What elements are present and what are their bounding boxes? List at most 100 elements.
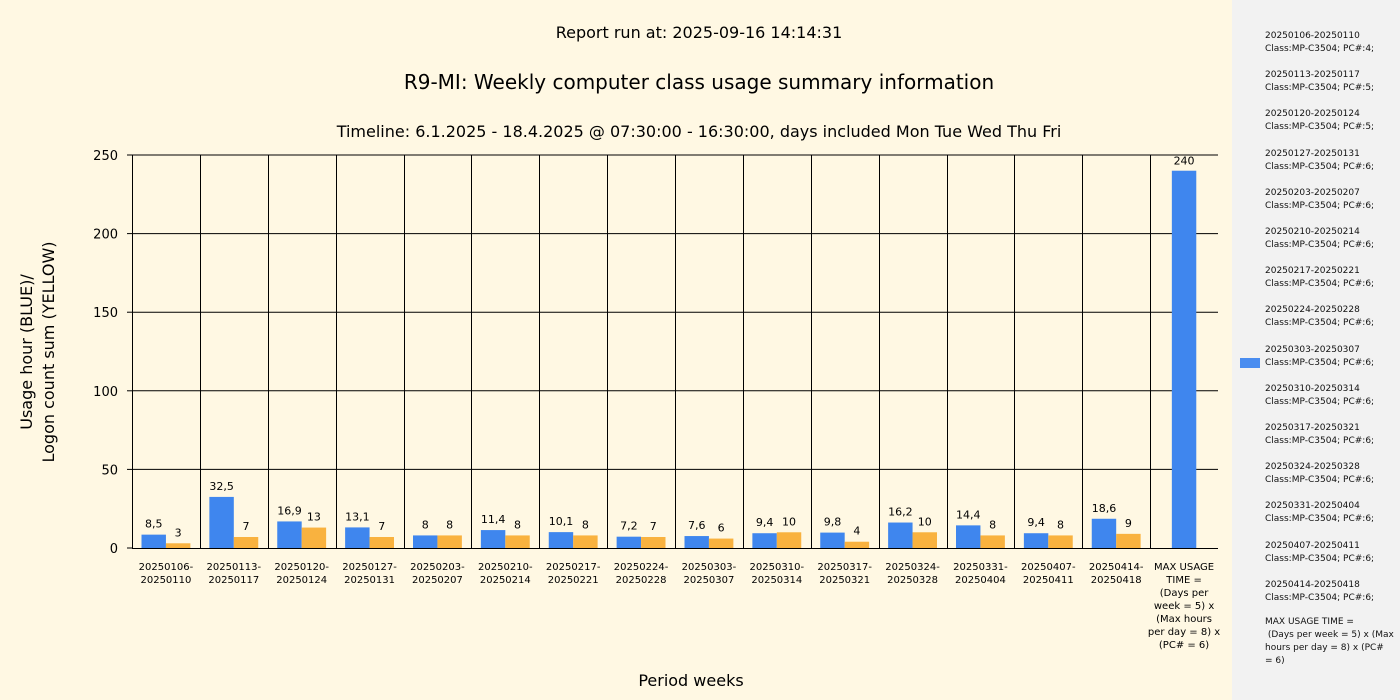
usage-chart: Report run at: 2025-09-16 14:14:31 R9-MI… (17, 23, 1221, 690)
bar-logon (505, 535, 530, 548)
bar-logon (912, 532, 937, 548)
legend-note-line: MAX USAGE TIME = (1265, 617, 1354, 627)
chart-subtitle: Timeline: 6.1.2025 - 18.4.2025 @ 07:30:0… (336, 122, 1062, 141)
legend-item-class: Class:MP-C3504; PC#:6; (1265, 279, 1375, 290)
bar-logon (844, 541, 870, 548)
legend-item: 20250414-20250418 Class:MP-C3504; PC#:6; (1265, 579, 1395, 605)
x-tick-line: 20250307 (683, 575, 734, 586)
x-tick-line: 20250131 (344, 575, 395, 586)
data-label-usage: 11,4 (481, 513, 506, 526)
x-tick-label: 20250331- 20250404 (953, 562, 1008, 586)
legend-item-class: Class:MP-C3504; PC#:6; (1265, 161, 1375, 172)
data-label-usage: 7,6 (688, 519, 706, 532)
legend-item: 20250127-20250131 Class:MP-C3504; PC#:6; (1265, 148, 1395, 174)
data-label-usage: 240 (1174, 155, 1195, 168)
x-tick-line: 20250203- (410, 562, 465, 573)
y-tick-label: 150 (93, 306, 118, 321)
data-label-logon: 8 (582, 518, 589, 531)
bar-usage (548, 532, 574, 548)
data-label-logon: 8 (989, 518, 996, 531)
bar-usage (616, 536, 642, 548)
x-tick-label: 20250303- 20250307 (682, 562, 737, 586)
legend-item: 20250331-20250404 Class:MP-C3504; PC#:6; (1265, 500, 1395, 526)
x-tick-line: week = 5) x (1154, 601, 1214, 612)
x-tick-label: 20250210- 20250214 (478, 562, 533, 586)
legend-item: 20250210-20250214 Class:MP-C3504; PC#:6; (1265, 226, 1395, 252)
y-axis-ticks: 0 50 100 150 200 250 (93, 149, 132, 557)
bar-usage (480, 530, 506, 548)
x-tick-label: 20250127- 20250131 (342, 562, 397, 586)
data-label-logon: 8 (514, 518, 521, 531)
chart-title: R9-MI: Weekly computer class usage summa… (404, 70, 994, 94)
bar-usage (345, 527, 370, 548)
x-tick-line: (Max hours (1156, 614, 1212, 625)
data-label-logon: 8 (1057, 518, 1064, 531)
legend-item-period: 20250331-20250404 (1265, 501, 1360, 512)
x-tick-line: 20250411 (1023, 575, 1074, 586)
y-tick-label: 50 (101, 463, 118, 478)
x-tick-label: 20250106- 20250110 (139, 562, 194, 586)
x-axis-ticks: 20250106-20250110 20250113-20250117 202501… (139, 562, 1221, 651)
x-tick-line: 20250404 (955, 575, 1006, 586)
legend-item-class: Class:MP-C3504; PC#:6; (1265, 318, 1375, 329)
legend-item: 20250310-20250314 Class:MP-C3504; PC#:6; (1265, 383, 1395, 409)
data-label-usage: 8,5 (145, 518, 163, 531)
bar-usage (1091, 518, 1117, 548)
x-tick-label: 20250203- 20250207 (410, 562, 465, 586)
x-tick-line: 20250324- (885, 562, 940, 573)
bar-logon (233, 536, 259, 548)
data-label-logon: 3 (175, 526, 182, 539)
data-label-usage: 18,6 (1092, 502, 1117, 515)
data-label-usage: 32,5 (209, 480, 234, 493)
x-tick-line: 20250414- (1089, 562, 1144, 573)
legend-item-period: 20250324-20250328 (1265, 462, 1360, 473)
legend: 20250106-20250110 Class:MP-C3504; PC#:4; 2… (1232, 0, 1400, 700)
legend-item-class: Class:MP-C3504; PC#:6; (1265, 200, 1375, 211)
legend-item-period: 20250203-20250207 (1265, 187, 1360, 198)
x-tick-line: 20250228 (616, 575, 667, 586)
legend-item: 20250224-20250228 Class:MP-C3504; PC#:6; (1265, 304, 1395, 330)
bars (141, 170, 1197, 548)
x-tick-line: (Days per (1160, 588, 1210, 599)
x-tick-label: 20250113- 20250117 (207, 562, 262, 586)
legend-item-class: Class:MP-C3504; PC#:6; (1265, 357, 1375, 368)
x-tick-line: 20250331- (953, 562, 1008, 573)
x-tick-label: 20250414- 20250418 (1089, 562, 1144, 586)
data-label-usage: 7,2 (620, 520, 638, 533)
y-axis-title-line: Logon count sum (YELLOW) (39, 241, 58, 462)
x-tick-line: 20250314 (751, 575, 802, 586)
legend-item: 20250106-20250110 Class:MP-C3504; PC#:4; (1265, 30, 1395, 56)
data-label-logon: 6 (718, 522, 725, 535)
data-label-logon: 9 (1125, 517, 1132, 530)
x-tick-line: 20250217- (546, 562, 601, 573)
x-tick-line: 20250214 (480, 575, 531, 586)
x-tick-line: 20250127- (342, 562, 397, 573)
y-tick-label: 250 (93, 149, 118, 164)
x-tick-line: 20250328 (887, 575, 938, 586)
legend-item-period: 20250407-20250411 (1265, 540, 1360, 551)
bar-logon (980, 535, 1005, 548)
legend-note-line: hours per day = 8) x (PC# (1265, 643, 1384, 653)
data-label-usage: 9,4 (1027, 516, 1045, 529)
data-labels: 8,5 3 32,5 7 16,9 13 13,1 7 8 8 11,4 8 10,1 8 7,2 7 7,6 6… (145, 155, 1195, 540)
bar-logon (776, 532, 802, 548)
x-tick-label: 20250407- 20250411 (1021, 562, 1076, 586)
bar-logon (437, 535, 462, 548)
x-axis-title: Period weeks (638, 671, 743, 690)
legend-item-period: 20250224-20250228 (1265, 305, 1360, 316)
x-tick-line: 20250407- (1021, 562, 1076, 573)
legend-item-class: Class:MP-C3504; PC#:6; (1265, 514, 1375, 525)
data-label-logon: 10 (782, 515, 796, 528)
legend-item-period: 20250120-20250124 (1265, 109, 1360, 120)
legend-item: 20250217-20250221 Class:MP-C3504; PC#:6; (1265, 265, 1395, 291)
legend-item-period: 20250106-20250110 (1265, 31, 1360, 41)
x-tick-label: 20250310- 20250314 (750, 562, 805, 586)
x-tick-line: 20250224- (614, 562, 669, 573)
bar-logon (641, 536, 666, 548)
legend-item: 20250324-20250328 Class:MP-C3504; PC#:6; (1265, 461, 1395, 487)
data-label-logon: 7 (243, 520, 250, 533)
legend-item: 20250113-20250117 Class:MP-C3504; PC#:5; (1265, 69, 1395, 95)
data-label-logon: 10 (918, 515, 932, 528)
legend-note-line: = 6) (1265, 656, 1285, 666)
legend-item: 20250203-20250207 Class:MP-C3504; PC#:6; (1265, 187, 1395, 213)
